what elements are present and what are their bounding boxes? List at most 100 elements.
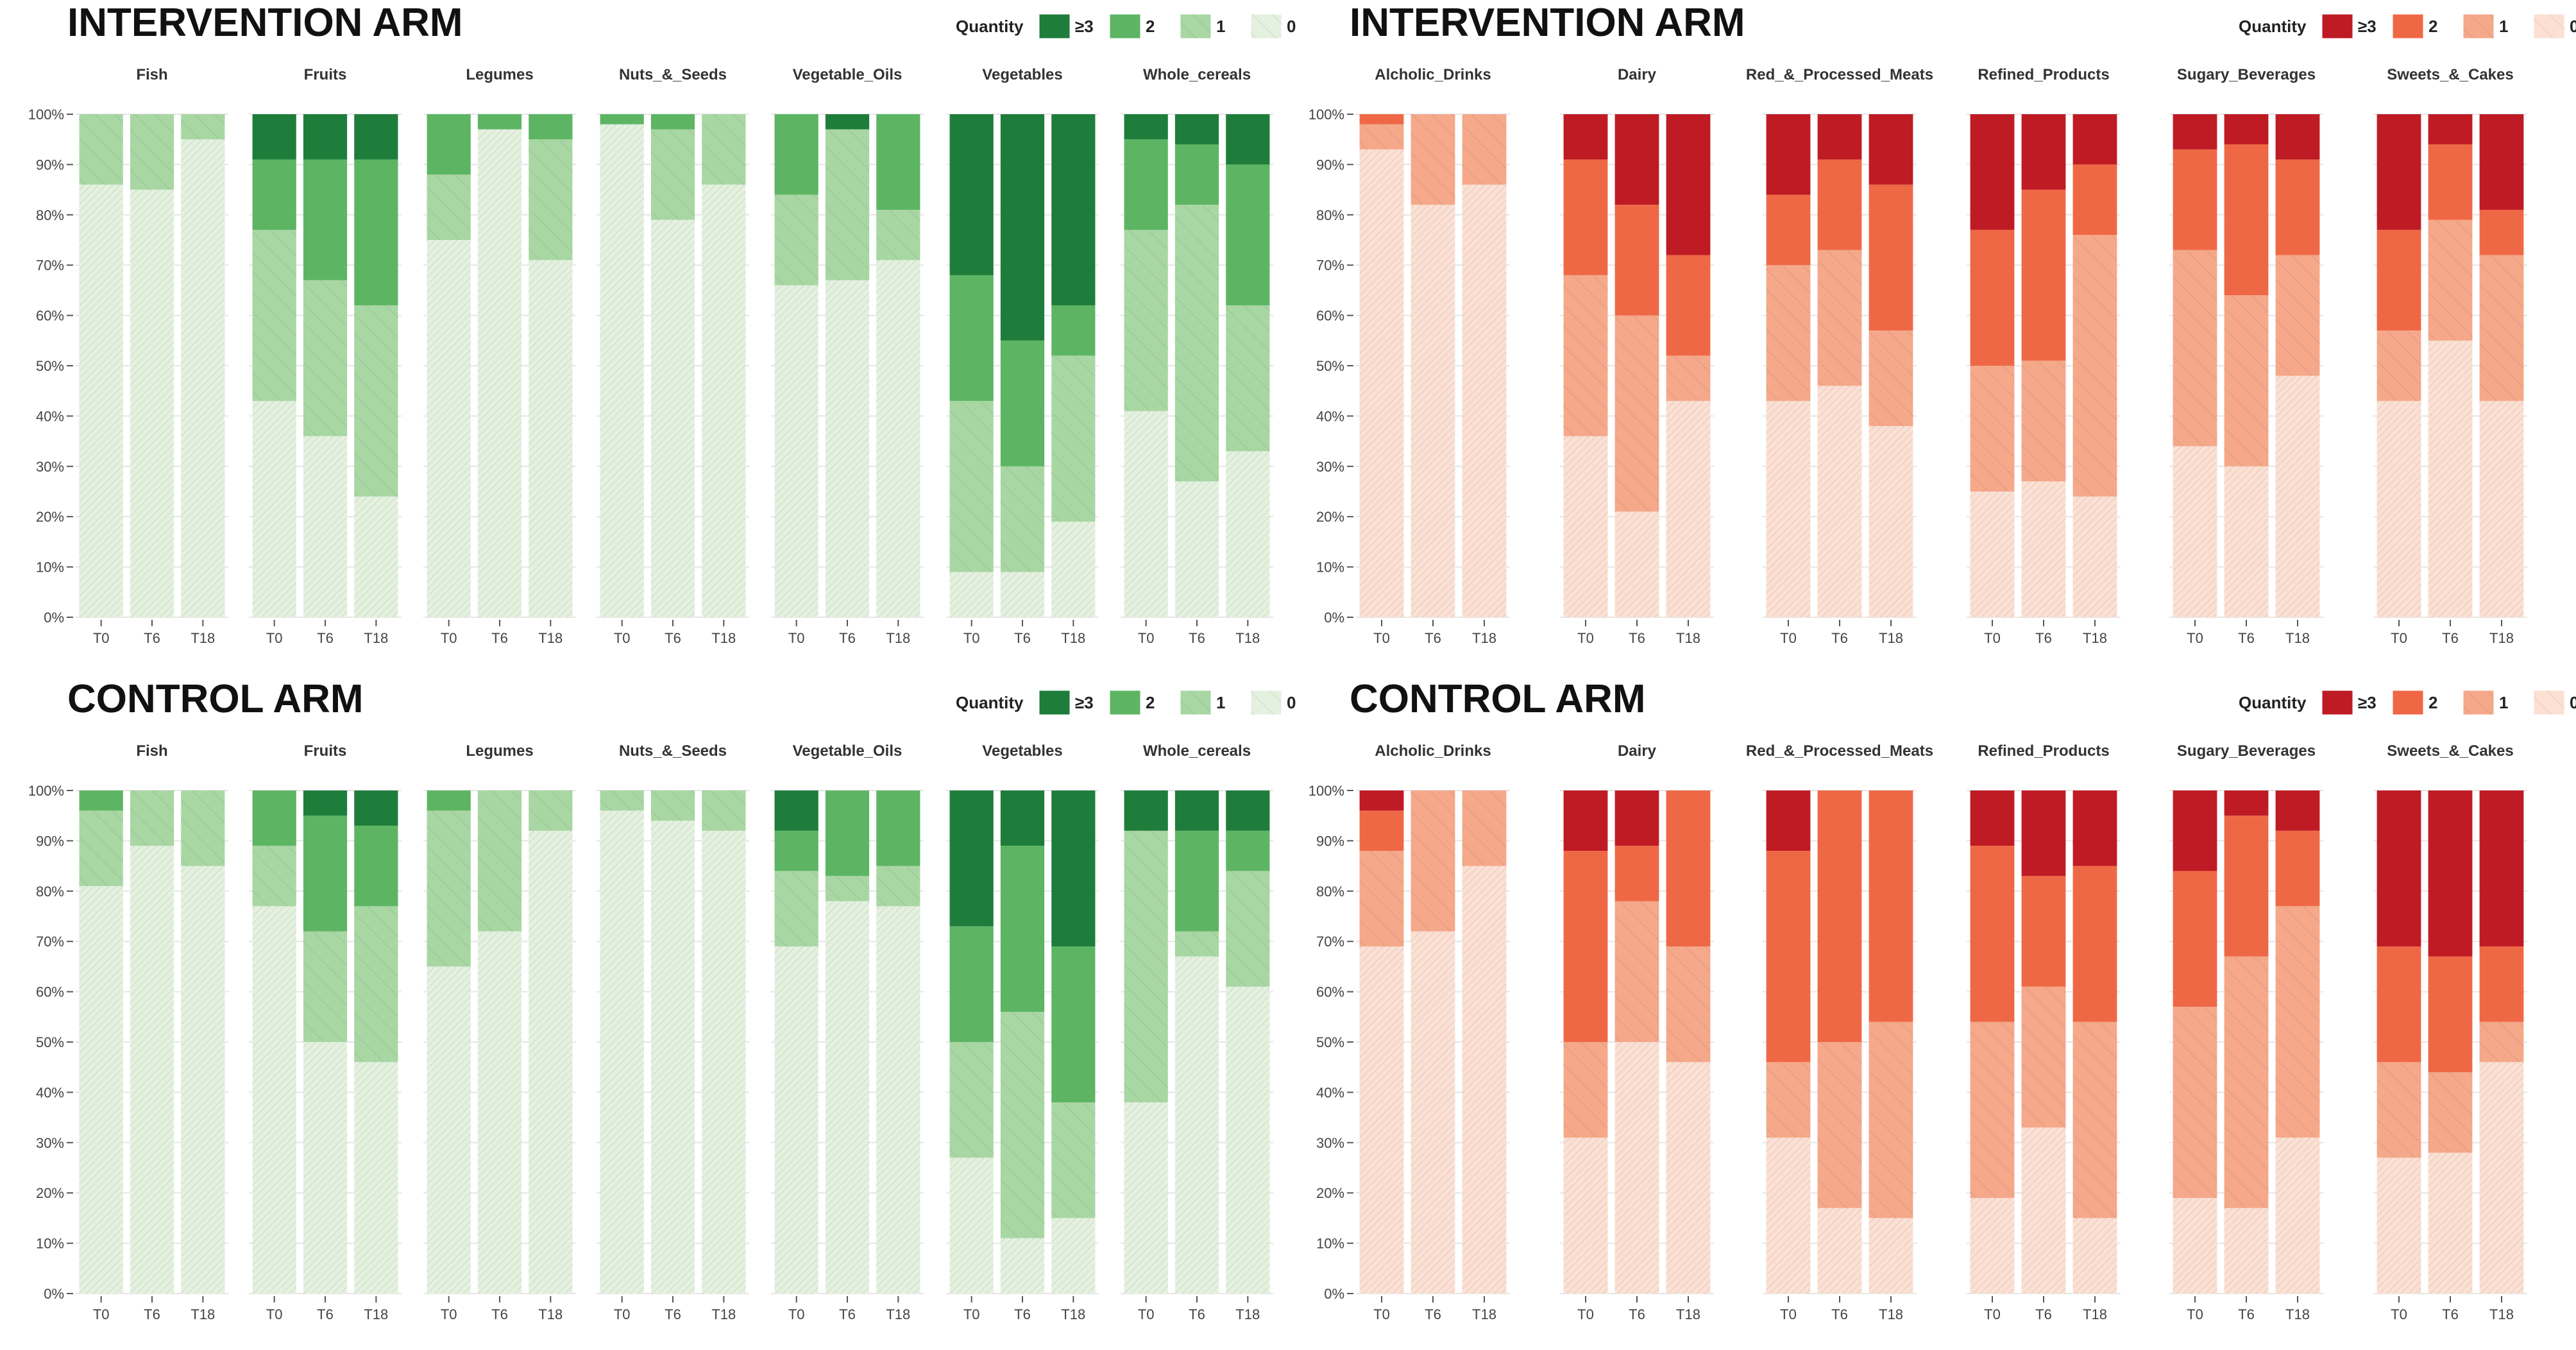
y-tick-label: 60%: [36, 984, 64, 1000]
y-tick-label: 10%: [36, 560, 64, 576]
bar-dairy-t0: [1563, 790, 1608, 1294]
bar-alcholic-drinks-t6: [1411, 114, 1455, 617]
bar-dairy-t18: [1666, 114, 1711, 617]
bar-segment-q2: [2021, 876, 2066, 987]
bar-segment-hatch: [825, 901, 870, 1294]
bar-segment-hatch: [702, 114, 746, 185]
legend-swatch-hatch: [2534, 14, 2564, 38]
bar-segment-hatch: [2224, 295, 2269, 466]
bar-segment-hatch: [303, 931, 348, 1042]
bar-segment-q2: [477, 114, 522, 130]
x-tick-label: T18: [191, 1306, 215, 1322]
bar-segment-hatch: [650, 219, 695, 617]
legend-label: ≥3: [2358, 693, 2377, 712]
facet-label: Whole_cereals: [1143, 66, 1251, 83]
bar-segment-qge3: [1614, 790, 1659, 846]
bar-segment-qge3: [1766, 114, 1811, 195]
bar-segment-q2: [1563, 159, 1608, 275]
bar-segment-q2: [427, 790, 471, 811]
bar-segment-hatch: [1666, 1062, 1711, 1294]
bar-nuts-seeds-t18: [702, 114, 746, 617]
y-tick-label: 0%: [44, 1286, 64, 1302]
bar-alcholic-drinks-t18: [1462, 790, 1507, 1294]
bar-fish-t6: [130, 114, 174, 618]
facet-label: Legumes: [466, 66, 533, 83]
bar-segment-hatch: [1226, 305, 1270, 452]
bar-sugary-beverages-t18: [2275, 790, 2320, 1294]
facet-label: Sweets_&_Cakes: [2387, 742, 2513, 760]
bar-segment-hatch: [1051, 1218, 1096, 1294]
legend-label: 1: [1216, 17, 1225, 36]
x-tick-label: T0: [963, 1306, 980, 1322]
bar-segment-hatch: [1817, 1208, 1862, 1294]
legend-label: ≥3: [1075, 17, 1094, 36]
bar-segment-q2: [2275, 830, 2320, 907]
x-tick-label: T6: [2238, 1306, 2255, 1322]
x-tick-label: T6: [1831, 1306, 1848, 1322]
bar-segment-qge3: [1051, 790, 1096, 947]
bar-segment-q2: [949, 926, 994, 1042]
y-tick-label: 60%: [1316, 984, 1344, 1000]
bar-fruits-t6: [303, 790, 348, 1294]
bar-segment-hatch: [1359, 149, 1404, 617]
bar-segment-qge3: [1766, 790, 1811, 851]
bar-vegetable-oils-t18: [876, 790, 920, 1294]
bar-fruits-t6: [303, 114, 348, 617]
bar-segment-qge3: [949, 114, 994, 275]
panel-title: CONTROL ARM: [67, 677, 364, 721]
bar-segment-q2: [2428, 956, 2473, 1073]
bar-vegetables-t0: [949, 114, 994, 617]
bar-refined-products-t6: [2021, 790, 2066, 1294]
bar-red-processed-meats-t6: [1817, 114, 1862, 617]
bar-segment-hatch: [2275, 1137, 2320, 1294]
legend-swatch: [2321, 690, 2353, 715]
bar-segment-hatch: [427, 810, 471, 967]
y-tick-label: 70%: [1316, 257, 1344, 273]
bar-sugary-beverages-t18: [2275, 114, 2320, 617]
bar-segment-qge3: [1124, 790, 1168, 831]
bar-segment-hatch: [1563, 275, 1608, 436]
y-tick-label: 90%: [1316, 157, 1344, 173]
bar-segment-q2: [2479, 209, 2524, 255]
x-tick-label: T0: [1780, 1306, 1797, 1322]
bar-segment-hatch: [252, 400, 296, 617]
bar-segment-hatch: [354, 906, 398, 1063]
bar-segment-qge3: [2173, 114, 2217, 150]
x-tick-label: T18: [886, 630, 910, 646]
bar-whole-cereals-t0: [1124, 790, 1168, 1294]
x-tick-label: T18: [364, 630, 388, 646]
legend-swatch-hatch: [1251, 690, 1282, 715]
x-tick-label: T0: [1138, 1306, 1155, 1322]
bar-segment-hatch: [1614, 901, 1659, 1042]
bar-segment-qge3: [1000, 114, 1045, 341]
facet-label: Refined_Products: [1978, 66, 2109, 83]
bar-sugary-beverages-t0: [2173, 790, 2217, 1294]
bar-segment-q2: [1124, 139, 1168, 230]
bar-segment-hatch: [1766, 1137, 1811, 1294]
bar-segment-q2: [1359, 114, 1404, 124]
x-tick-label: T18: [2083, 1306, 2107, 1322]
bar-segment-hatch: [2479, 1021, 2524, 1063]
y-tick-label: 20%: [36, 509, 64, 525]
y-tick-label: 60%: [1316, 308, 1344, 324]
facet-sweets-cakes: Sweets_&_Cakes T0 T6 T18: [2373, 66, 2527, 646]
bar-segment-q2: [354, 825, 398, 907]
y-tick-label: 100%: [28, 783, 64, 799]
bar-segment-qge3: [2428, 790, 2473, 957]
bar-legumes-t6: [477, 114, 522, 617]
bar-segment-hatch: [2072, 235, 2117, 497]
bar-segment-q2: [303, 159, 348, 280]
bar-segment-qge3: [2224, 114, 2269, 145]
bar-segment-hatch: [702, 790, 746, 831]
bar-segment-hatch: [1000, 1238, 1045, 1294]
bar-segment-hatch: [2021, 481, 2066, 617]
x-tick-label: T6: [1189, 1306, 1205, 1322]
bar-segment-q2: [2072, 164, 2117, 235]
bar-segment-hatch: [1124, 830, 1168, 1103]
facet-red-processed-meats: Red_&_Processed_Meats T0 T6 T18: [1746, 742, 1933, 1322]
bar-segment-q2: [2479, 946, 2524, 1022]
bar-segment-hatch: [1766, 400, 1811, 617]
bar-segment-hatch: [2173, 1198, 2217, 1294]
legend: Quantity ≥3 2 1 0: [2239, 13, 2576, 39]
